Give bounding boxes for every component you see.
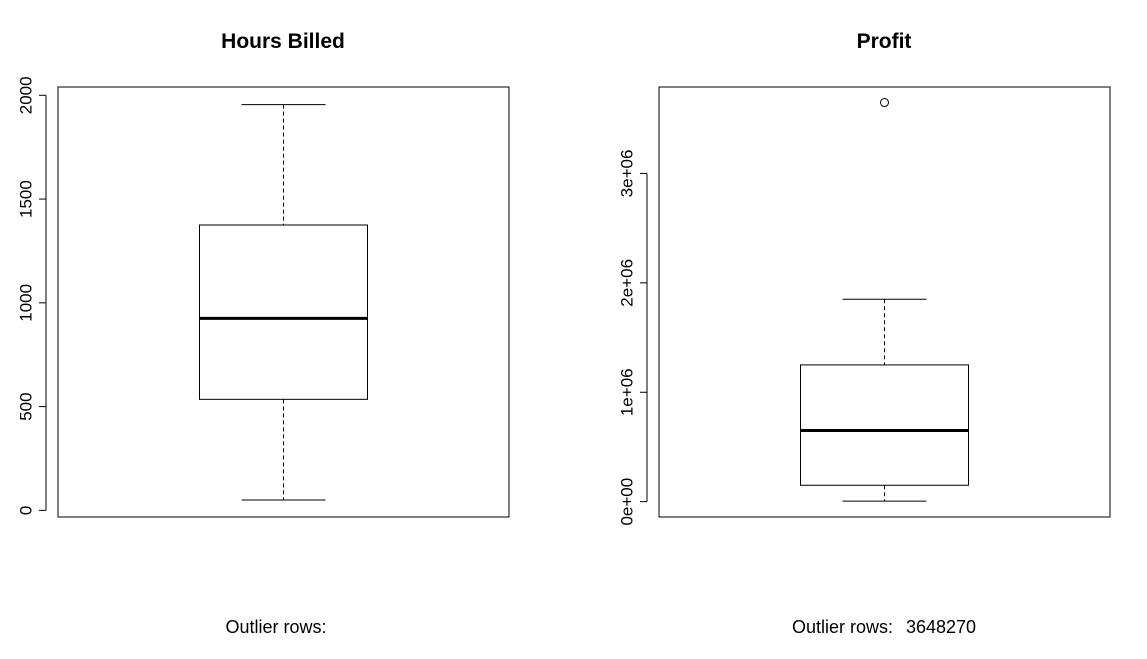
plot-frame <box>57 86 510 518</box>
y-tick-label: 1e+06 <box>618 368 637 416</box>
chart-title: Hours Billed <box>221 30 345 53</box>
y-axis: 0e+00 1e+06 2e+06 3e+06 <box>618 150 648 526</box>
boxplot <box>800 98 969 502</box>
outlier-caption-label: Outlier rows: <box>792 617 893 637</box>
y-tick-label: 3e+06 <box>618 150 637 198</box>
y-tick-label: 2e+06 <box>618 259 637 307</box>
profit-panel: Profit 0e+00 1e+06 2e+06 3e+06 Outlier rows… <box>618 30 1111 637</box>
iqr-box <box>199 224 368 400</box>
y-tick-label: 500 <box>17 392 36 420</box>
outlier-caption: Outlier rows: <box>225 617 326 637</box>
outlier-caption-values: 3648270 <box>906 617 976 637</box>
y-tick-label: 1000 <box>17 284 36 322</box>
plot-frame <box>658 86 1111 518</box>
y-tick-label: 0e+00 <box>618 478 637 526</box>
outlier-caption-label: Outlier rows: <box>225 617 326 637</box>
hours-billed-panel: Hours Billed 0 500 1000 1500 2000 Outlier ro… <box>17 30 510 637</box>
y-tick-label: 2000 <box>17 76 36 114</box>
iqr-box <box>800 364 969 486</box>
outlier-point <box>880 98 889 108</box>
y-tick-label: 0 <box>17 506 36 515</box>
y-tick-label: 1500 <box>17 180 36 218</box>
chart-title: Profit <box>857 30 912 53</box>
y-axis: 0 500 1000 1500 2000 <box>17 76 47 515</box>
outlier-caption: Outlier rows: 3648270 <box>792 617 976 637</box>
boxplot <box>199 104 368 501</box>
